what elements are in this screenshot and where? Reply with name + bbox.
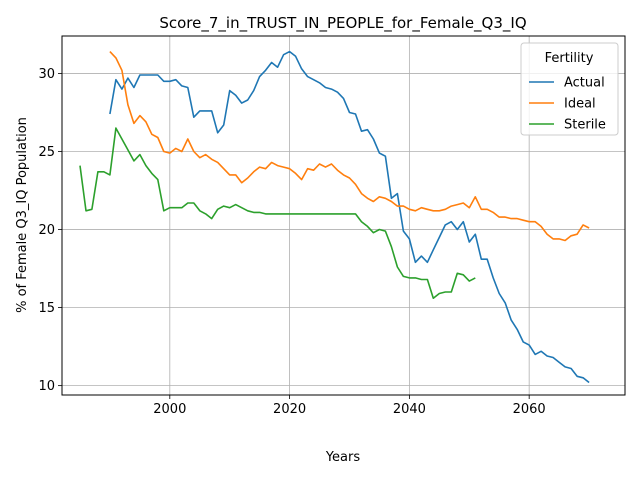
- chart-title: Score_7_in_TRUST_IN_PEOPLE_for_Female_Q3…: [159, 14, 526, 33]
- series-line-actual: [109, 50, 590, 384]
- y-tick-label: 10: [38, 379, 55, 394]
- series-line-ideal: [109, 51, 590, 242]
- legend-box: [520, 42, 619, 136]
- y-tick-label: 20: [38, 223, 55, 238]
- y-axis-label: % of Female Q3_IQ Population: [15, 117, 30, 313]
- legend-label-sterile: Sterile: [564, 118, 606, 133]
- x-axis-ticks: 2000 2020 2040 2060: [153, 395, 546, 417]
- x-axis-label: Years: [325, 450, 361, 465]
- legend-title: Fertility: [545, 51, 594, 66]
- x-tick-label: 2000: [153, 402, 186, 417]
- legend: Fertility Actual Ideal Sterile: [520, 42, 619, 136]
- y-tick-label: 25: [38, 145, 55, 160]
- y-tick-label: 30: [38, 67, 55, 82]
- y-tick-label: 15: [38, 301, 55, 316]
- series-line-sterile: [79, 127, 476, 300]
- x-tick-label: 2060: [513, 402, 546, 417]
- series-lines: [79, 50, 590, 384]
- legend-label-actual: Actual: [564, 76, 605, 91]
- x-tick-label: 2040: [393, 402, 426, 417]
- x-tick-label: 2020: [273, 402, 306, 417]
- legend-label-ideal: Ideal: [564, 97, 596, 112]
- y-axis-ticks: 10 15 20 25 30: [38, 67, 62, 394]
- plot-frame: [61, 35, 626, 396]
